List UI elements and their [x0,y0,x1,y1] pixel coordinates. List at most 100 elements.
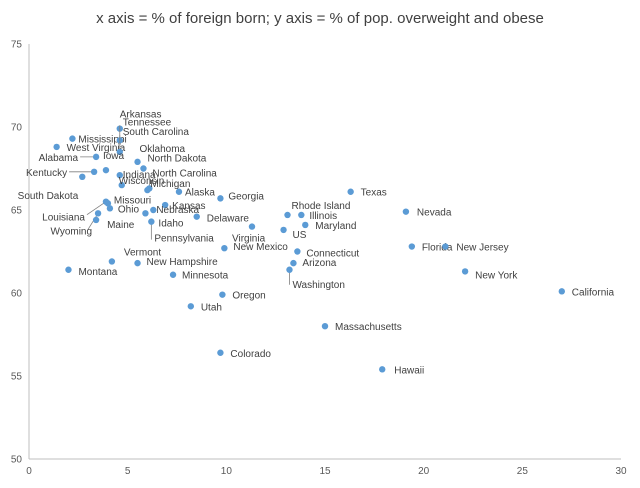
point-label-georgia: Georgia [228,191,264,202]
point-new-mexico [221,244,228,252]
point-label-minnesota: Minnesota [182,271,229,282]
point-label-virginia: Virginia [232,234,266,245]
point-label-massachusetts: Massachusetts [335,322,402,333]
point-michigan [144,186,151,194]
point-label-montana: Montana [78,267,117,278]
point-label-new-mexico: New Mexico [233,242,288,253]
point-label-new-hampshire: New Hampshire [147,257,219,268]
point-kansas [161,201,169,209]
point-label-michigan: Michigan [150,179,190,190]
point-label-colorado: Colorado [230,349,271,360]
point-alaska [175,188,183,195]
point-label-kansas: Kansas [172,201,205,212]
point-south-carolina [116,148,123,156]
point-label-connecticut: Connecticut [306,249,359,260]
point-label-north-carolina: North Carolina [152,168,217,179]
point-oregon [219,291,226,298]
point-label-indiana: Indiana [123,170,156,181]
point-wisconsin [118,181,125,189]
point-label-rhode-island: Rhode Island [292,201,351,212]
point-label-alabama: Alabama [39,153,79,164]
point-new-york [461,268,469,275]
x-tick-label: 15 [319,466,331,477]
point-label-washington: Washington [292,280,344,291]
x-tick-label: 25 [517,466,529,477]
point-washington [286,266,293,273]
point-colorado [217,349,224,356]
point-rhode-island [284,211,291,219]
point-label-hawaii: Hawaii [394,365,424,376]
point-label-oklahoma: Oklahoma [140,144,186,155]
point-utah [187,303,195,310]
point-label-north-dakota: North Dakota [147,154,206,165]
point-texas [347,188,354,195]
y-tick-label: 50 [11,455,23,466]
point-north-dakota [140,165,147,172]
point-mississippi [69,135,76,142]
point-alabama [92,153,100,161]
point-label-us: US [293,230,307,241]
point-label-kentucky: Kentucky [26,168,67,179]
point-label-oregon: Oregon [232,291,265,302]
point-label-south-dakota: South Dakota [18,191,79,202]
point-label-arkansas: Arkansas [120,110,162,121]
x-tick-label: 5 [125,466,131,477]
leader-line-louisiana [86,201,107,216]
point-delaware [193,213,200,220]
point-label-mississippi: Mississippi [78,135,126,146]
point-virginia [248,223,256,230]
point-label-west-virginia: West Virginia [67,143,126,154]
point-montana [65,266,72,273]
y-tick-label: 60 [11,289,23,300]
point-south-dakota [79,173,86,180]
point-label-missouri: Missouri [114,195,151,206]
point-idaho [142,210,149,217]
point-label-nebraska: Nebraska [156,205,199,216]
point-label-delaware: Delaware [207,214,250,225]
point-missouri [104,200,112,207]
point-indiana [116,171,123,179]
point-wyoming [94,210,102,217]
point-maryland [302,221,309,229]
point-label-iowa: Iowa [103,151,125,162]
point-label-illinois: Illinois [309,211,337,222]
point-label-vermont: Vermont [124,247,161,258]
point-iowa [102,166,110,174]
point-label-new-jersey: New Jersey [456,243,508,254]
point-minnesota [169,271,177,278]
y-tick-label: 55 [11,372,23,383]
point-kentucky [90,168,98,176]
point-label-arizona: Arizona [302,258,336,269]
point-label-maine: Maine [107,220,135,231]
point-new-jersey [442,243,449,250]
point-label-florida: Florida [422,243,453,254]
point-connecticut [294,248,301,255]
point-label-louisiana: Louisiana [42,213,85,224]
x-tick-label: 10 [221,466,233,477]
chart-title: x axis = % of foreign born; y axis = % o… [96,10,544,27]
point-label-pennsylvania: Pennsylvania [154,234,214,245]
point-label-utah: Utah [201,302,222,313]
point-arizona [290,259,297,267]
x-tick-label: 30 [615,466,627,477]
x-tick-label: 20 [418,466,430,477]
point-illinois [298,211,305,219]
point-florida [408,243,416,250]
point-massachusetts [321,323,329,330]
point-vermont [108,258,116,265]
point-pennsylvania [148,218,155,225]
point-label-ohio: Ohio [118,204,140,215]
point-label-alaska: Alaska [185,188,215,199]
point-california [558,288,565,295]
point-hawaii [379,366,386,373]
point-label-south-carolina: South Carolina [123,127,190,138]
point-west-virginia [53,143,60,151]
point-label-maryland: Maryland [315,221,356,232]
y-tick-label: 75 [11,40,23,51]
point-label-wisconsin: Wisconsin [119,176,165,187]
point-ohio [106,205,114,212]
point-label-wyoming: Wyoming [50,226,92,237]
point-label-idaho: Idaho [158,218,183,229]
